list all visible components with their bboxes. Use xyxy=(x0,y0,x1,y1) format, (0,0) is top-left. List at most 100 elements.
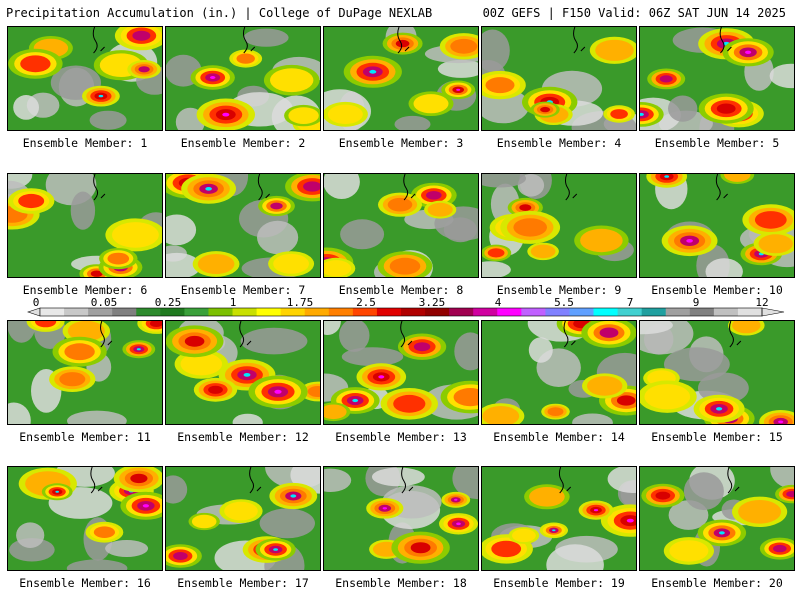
colorbar-swatch xyxy=(136,308,161,316)
colorbar-tick-label: 0.25 xyxy=(155,296,182,309)
colorbar-swatch xyxy=(232,308,257,316)
ensemble-member-label: Ensemble Member: 9 xyxy=(496,283,622,297)
colorbar-right-arrow xyxy=(761,307,785,317)
ensemble-member-map xyxy=(7,466,163,571)
ensemble-member-label: Ensemble Member: 19 xyxy=(493,576,625,590)
ensemble-member-map xyxy=(481,26,637,131)
ensemble-member-label: Ensemble Member: 6 xyxy=(22,283,148,297)
colorbar-swatch xyxy=(401,308,426,316)
ensemble-member-map xyxy=(481,466,637,571)
precip-field xyxy=(8,321,162,424)
colorbar-swatch xyxy=(497,308,522,316)
ensemble-member-label: Ensemble Member: 16 xyxy=(19,576,151,590)
colorbar-swatch xyxy=(376,308,402,316)
colorbar-swatch xyxy=(208,308,233,316)
precip-field xyxy=(166,27,320,130)
precip-field xyxy=(482,467,636,570)
precip-field xyxy=(8,467,162,570)
precip-field xyxy=(482,174,636,277)
precip-field xyxy=(166,174,320,277)
colorbar-swatch xyxy=(304,308,330,316)
ensemble-member-map xyxy=(639,173,795,278)
colorbar-swatch xyxy=(160,308,185,316)
colorbar-swatch xyxy=(689,308,715,316)
ensemble-member-map xyxy=(323,173,479,278)
ensemble-member-label: Ensemble Member: 10 xyxy=(651,283,783,297)
colorbar-swatch xyxy=(112,308,137,316)
colorbar-swatch xyxy=(449,308,474,316)
precip-field xyxy=(166,321,320,424)
precip-field xyxy=(640,321,794,424)
ensemble-member-map xyxy=(481,173,637,278)
colorbar-swatch xyxy=(713,308,739,316)
ensemble-member-map xyxy=(7,26,163,131)
ensemble-member-label: Ensemble Member: 7 xyxy=(180,283,306,297)
colorbar-swatch xyxy=(328,308,354,316)
colorbar-swatch xyxy=(617,308,643,316)
precip-field xyxy=(166,467,320,570)
precip-field xyxy=(324,321,478,424)
precip-field xyxy=(324,27,478,130)
colorbar-swatch xyxy=(545,308,570,316)
precip-field xyxy=(482,27,636,130)
ensemble-member-map xyxy=(165,466,321,571)
ensemble-member-label: Ensemble Member: 4 xyxy=(496,136,622,150)
ensemble-member-map xyxy=(323,320,479,425)
colorbar-tick-label: 9 xyxy=(693,296,700,309)
colorbar-swatch xyxy=(593,308,618,316)
colorbar-tick-label: 5.5 xyxy=(554,296,574,309)
colorbar-tick-label: 2.5 xyxy=(356,296,376,309)
colorbar-swatch xyxy=(256,308,282,316)
colorbar-swatch xyxy=(184,308,209,316)
ensemble-member-label: Ensemble Member: 20 xyxy=(651,576,783,590)
precip-field xyxy=(8,27,162,130)
colorbar-tick-label: 7 xyxy=(627,296,634,309)
colorbar-tick-label: 3.25 xyxy=(419,296,446,309)
ensemble-member-map xyxy=(639,466,795,571)
colorbar-tick-label: 0 xyxy=(33,296,40,309)
colorbar-swatch xyxy=(425,308,450,316)
precip-field xyxy=(324,467,478,570)
ensemble-member-label: Ensemble Member: 13 xyxy=(335,430,467,444)
colorbar-tick-label: 0.05 xyxy=(91,296,118,309)
ensemble-member-label: Ensemble Member: 2 xyxy=(180,136,306,150)
ensemble-member-map xyxy=(323,466,479,571)
ensemble-member-label: Ensemble Member: 8 xyxy=(338,283,464,297)
ensemble-member-map xyxy=(639,26,795,131)
precip-field xyxy=(8,174,162,277)
colorbar-tick-label: 1 xyxy=(230,296,237,309)
ensemble-member-map xyxy=(323,26,479,131)
ensemble-member-label: Ensemble Member: 3 xyxy=(338,136,464,150)
colorbar-swatch xyxy=(64,308,89,316)
colorbar-swatch xyxy=(40,308,65,316)
precip-field xyxy=(324,174,478,277)
colorbar-swatch xyxy=(521,308,546,316)
precip-colorbar: 0 0.05 0.25 1 1.75 2.5 3.25 4 5.5 7 9 12 xyxy=(27,296,785,317)
precip-field xyxy=(482,321,636,424)
ensemble-member-map xyxy=(7,320,163,425)
colorbar-tick-label: 1.75 xyxy=(287,296,314,309)
colorbar-swatch xyxy=(352,308,378,316)
colorbar-left-arrow xyxy=(27,307,41,317)
page-title: Precipitation Accumulation (in.) | Colle… xyxy=(6,6,433,20)
ensemble-member-label: Ensemble Member: 11 xyxy=(19,430,151,444)
colorbar-swatch xyxy=(88,308,113,316)
ensemble-member-map xyxy=(7,173,163,278)
ensemble-member-label: Ensemble Member: 15 xyxy=(651,430,783,444)
ensemble-member-map xyxy=(481,320,637,425)
colorbar-tick-label: 4 xyxy=(495,296,502,309)
precip-field xyxy=(640,27,794,130)
colorbar-swatch xyxy=(569,308,594,316)
colorbar-swatch xyxy=(665,308,691,316)
colorbar-swatch xyxy=(737,308,763,316)
ensemble-member-label: Ensemble Member: 5 xyxy=(654,136,780,150)
ensemble-member-label: Ensemble Member: 18 xyxy=(335,576,467,590)
ensemble-member-label: Ensemble Member: 17 xyxy=(177,576,309,590)
ensemble-member-label: Ensemble Member: 1 xyxy=(22,136,148,150)
ensemble-member-label: Ensemble Member: 12 xyxy=(177,430,309,444)
ensemble-member-map xyxy=(165,173,321,278)
ensemble-member-map xyxy=(165,320,321,425)
run-info: 00Z GEFS | F150 Valid: 06Z SAT JUN 14 20… xyxy=(482,6,786,20)
ensemble-member-map xyxy=(165,26,321,131)
